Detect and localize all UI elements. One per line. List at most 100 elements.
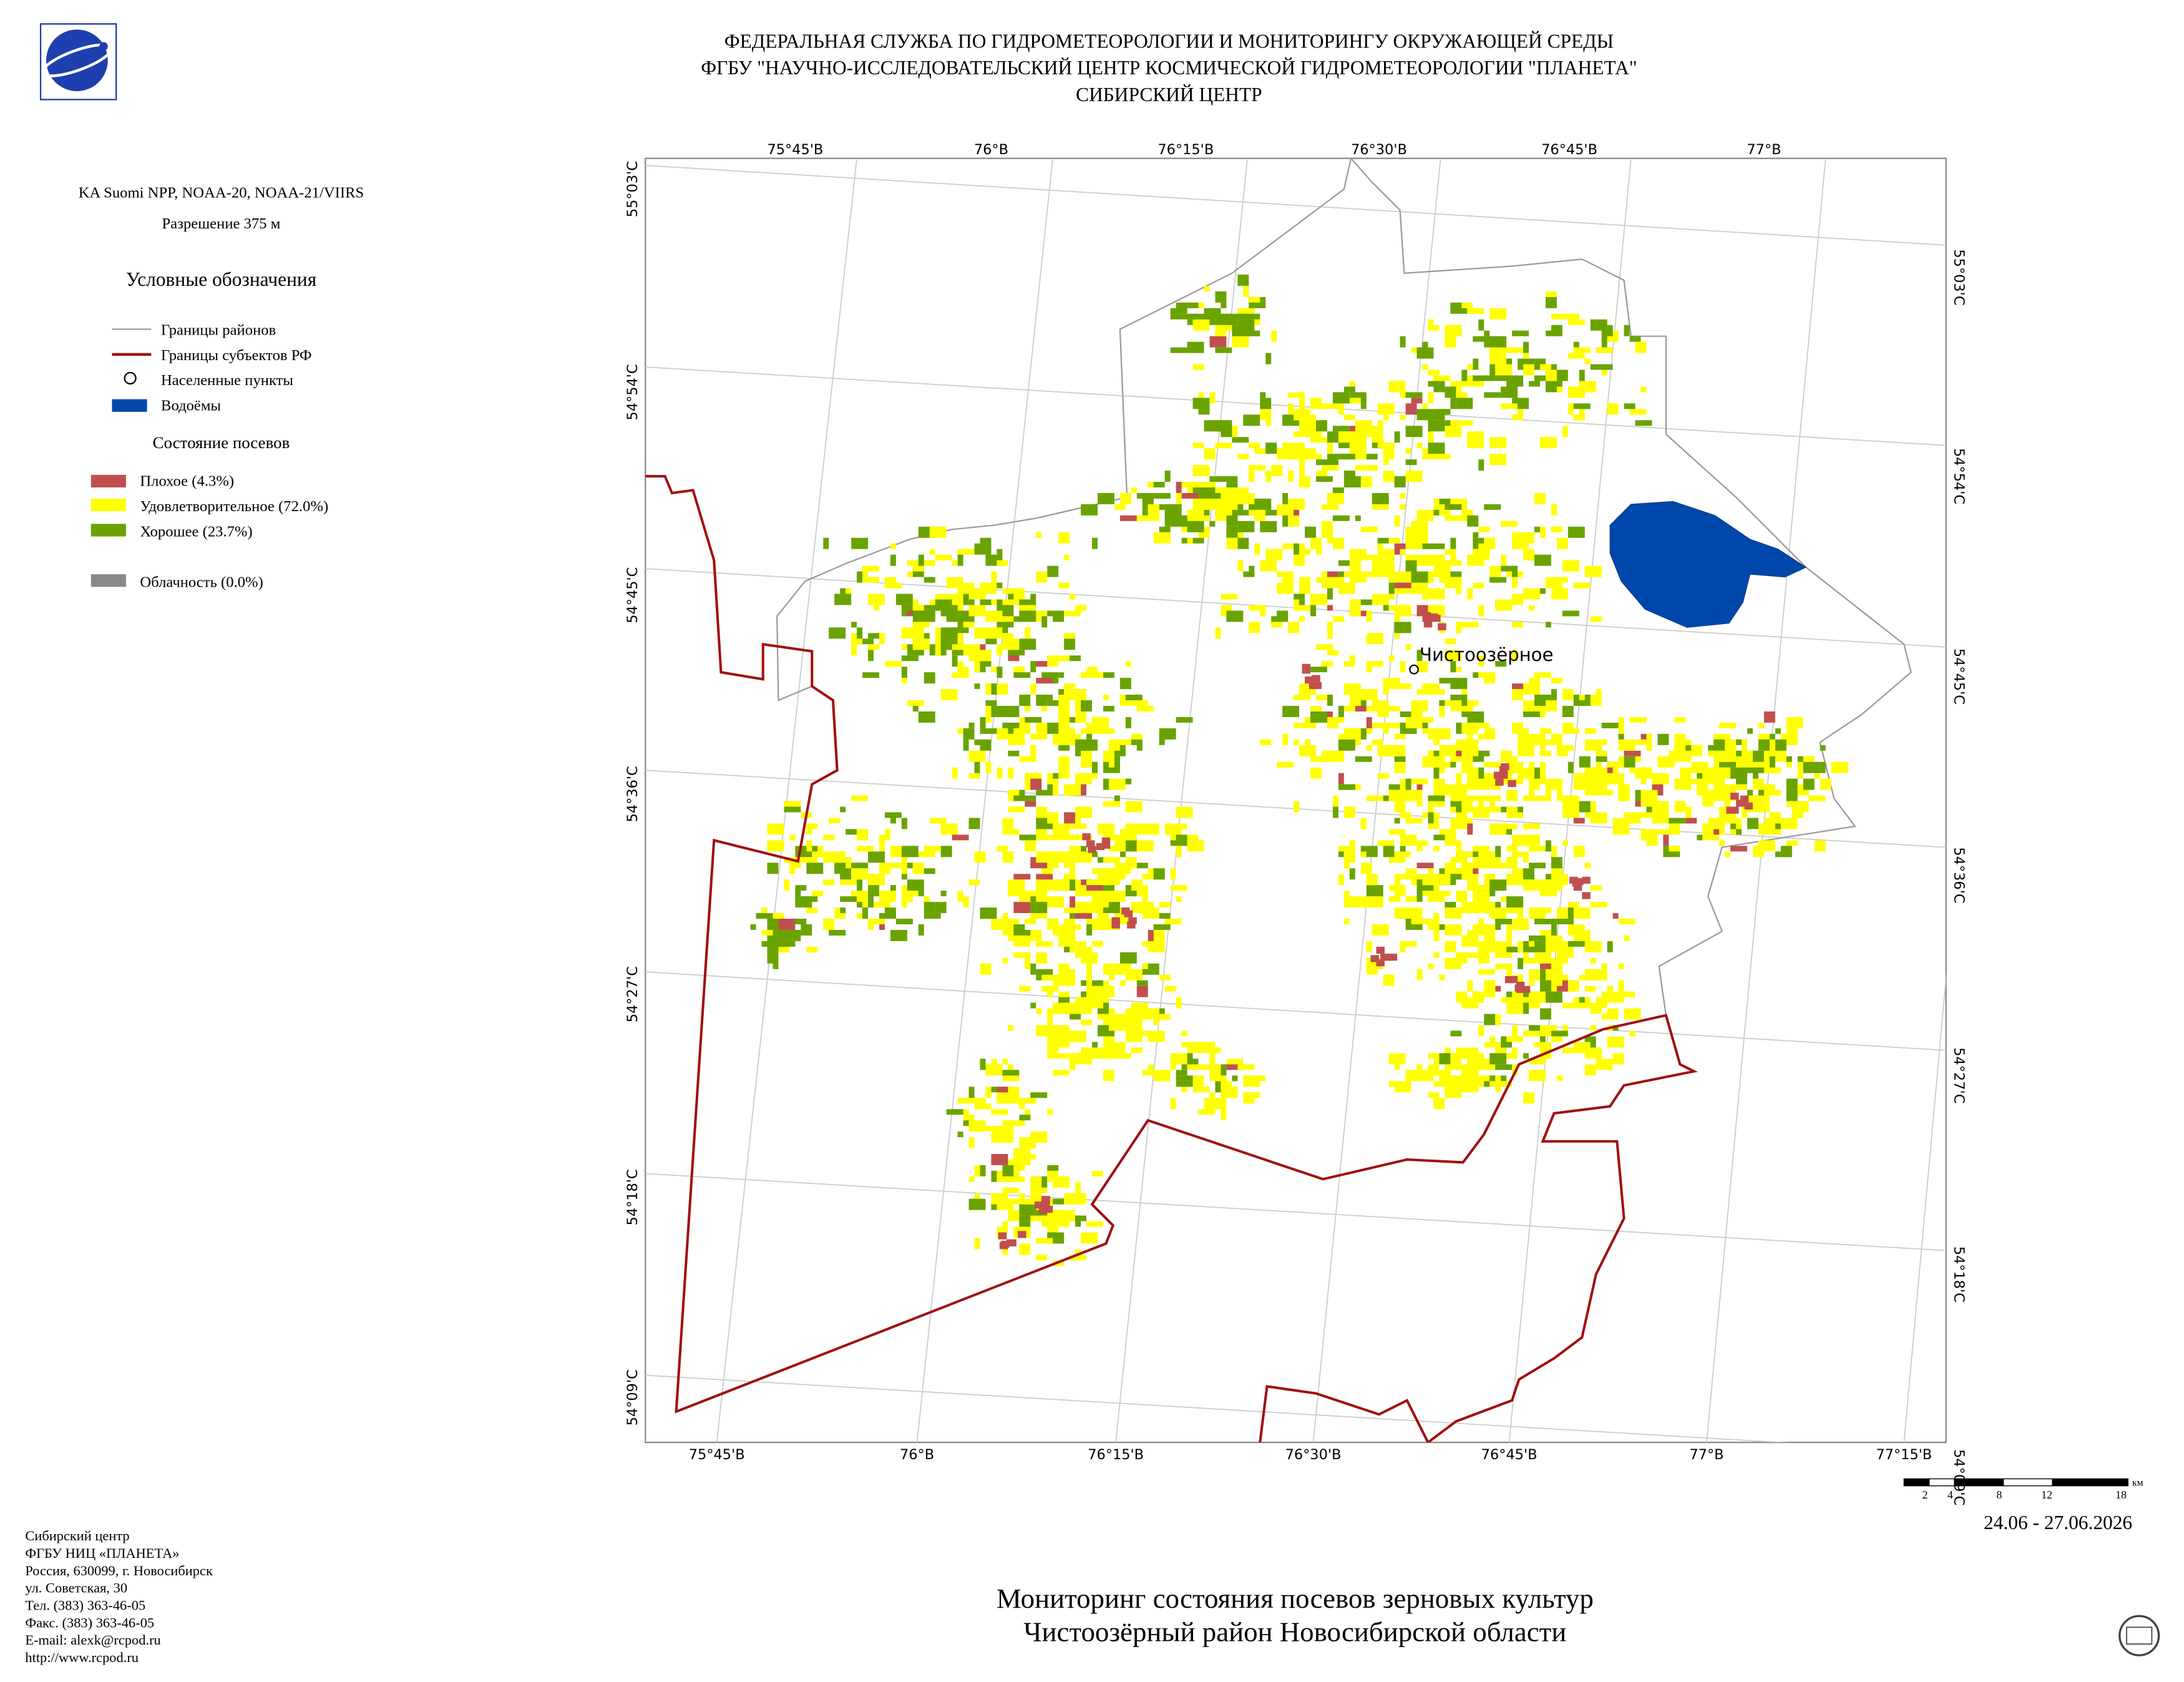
crop-pixel <box>1226 537 1238 549</box>
crop-pixel <box>1674 778 1692 790</box>
crop-pixel <box>1226 504 1244 510</box>
crop-pixel <box>1025 627 1031 639</box>
crop-pixel <box>1086 963 1092 975</box>
crop-pixel <box>1775 728 1781 734</box>
crop-pixel <box>1164 919 1182 924</box>
crop-pixel <box>1523 1053 1529 1059</box>
crop-pixel <box>1282 705 1300 717</box>
crop-pixel <box>1159 1014 1171 1020</box>
crop-pixel <box>1075 1002 1092 1014</box>
crop-pixel <box>1506 790 1518 801</box>
crop-pixel <box>1086 722 1103 734</box>
crop-pixel <box>1473 1053 1484 1059</box>
crop-pixel <box>1103 705 1114 711</box>
crop-pixel <box>868 851 885 863</box>
crop-pixel <box>1366 941 1372 952</box>
crop-pixel <box>1271 465 1283 477</box>
crop-pixel <box>1058 767 1070 779</box>
crop-pixel <box>1321 465 1338 471</box>
crop-pixel <box>1366 610 1372 622</box>
crop-pixel <box>1567 761 1574 773</box>
crop-pixel <box>851 537 869 549</box>
crop-pixel <box>1590 801 1596 813</box>
crop-pixel <box>1495 919 1513 924</box>
crop-pixel <box>1556 1075 1562 1082</box>
crop-pixel <box>1025 957 1031 969</box>
crop-pixel <box>1349 398 1361 404</box>
crop-pixel <box>1584 812 1602 818</box>
crop-pixel <box>968 1120 986 1127</box>
crop-pixel <box>1108 1019 1126 1031</box>
crop-pixel <box>1596 750 1607 756</box>
crop-pixel <box>1539 929 1551 936</box>
crop-pixel <box>1551 678 1562 684</box>
crop-pixel <box>1136 863 1148 869</box>
crop-pixel <box>1702 784 1709 790</box>
crop-pixel <box>1489 358 1501 364</box>
crop-pixel <box>1030 594 1036 605</box>
crop-pixel <box>1376 959 1385 967</box>
crop-pixel <box>1416 846 1423 852</box>
crop-pixel <box>1432 615 1441 622</box>
crop-pixel <box>1473 532 1479 538</box>
crop-pixel <box>1226 1064 1244 1070</box>
crop-pixel <box>940 638 952 650</box>
crop-pixel <box>1456 420 1473 426</box>
crop-pixel <box>963 739 969 751</box>
crop-pixel <box>1125 840 1137 852</box>
crop-pixel <box>1075 1030 1087 1042</box>
crop-pixel <box>1518 767 1529 779</box>
crop-pixel <box>1484 504 1501 510</box>
crop-pixel <box>957 661 963 673</box>
crop-pixel <box>1624 812 1641 824</box>
crop-pixel <box>1282 543 1300 549</box>
crop-pixel <box>1019 790 1025 796</box>
crop-pixel <box>1618 919 1636 924</box>
crop-pixel <box>1433 784 1451 796</box>
crop-pixel <box>890 543 896 549</box>
crop-pixel <box>1221 594 1238 600</box>
date: 24.06 - 27.06.2026 <box>1984 1512 2132 1533</box>
crop-pixel <box>1624 325 1630 336</box>
crop-pixel <box>1265 498 1272 510</box>
crop-pixel <box>1433 543 1445 549</box>
crop-pixel <box>1159 913 1171 919</box>
contact-line: Россия, 630099, г. Новосибирск <box>25 1563 213 1578</box>
scale-label: 2 <box>1922 1489 1928 1501</box>
crop-pixel <box>1797 767 1803 779</box>
crop-pixel <box>1579 801 1591 813</box>
crop-pixel <box>1400 834 1417 846</box>
crop-pixel <box>1254 313 1260 320</box>
crop-pixel <box>1047 1165 1059 1171</box>
crop-pixel <box>1763 829 1781 835</box>
crop-pixel <box>1294 543 1300 555</box>
crop-pixel <box>1556 790 1562 801</box>
crop-pixel <box>1428 1092 1440 1098</box>
crop-pixel <box>1579 997 1585 1003</box>
crop-pixel <box>974 851 986 863</box>
crop-pixel <box>1456 851 1473 858</box>
crop-pixel <box>963 622 969 628</box>
crop-pixel <box>1484 1042 1496 1048</box>
crop-pixel <box>1226 313 1238 325</box>
crop-pixel <box>1657 829 1669 835</box>
crop-pixel <box>1125 1019 1143 1031</box>
crop-pixel <box>1209 1092 1216 1098</box>
crop-pixel <box>1428 795 1445 801</box>
crop-pixel <box>1445 902 1456 908</box>
crop-pixel <box>1053 733 1070 745</box>
crop-pixel <box>1036 913 1048 919</box>
crop-pixel <box>1360 476 1372 487</box>
crop-pixel <box>1663 834 1669 846</box>
crop-pixel <box>1518 907 1524 919</box>
crop-pixel <box>1254 543 1260 555</box>
crop-pixel <box>1086 1221 1103 1227</box>
crop-pixel <box>1349 868 1355 880</box>
crop-pixel <box>1388 1053 1395 1065</box>
crop-pixel <box>1221 302 1227 308</box>
crop-pixel <box>1064 1002 1076 1009</box>
crop-pixel <box>1030 963 1036 975</box>
crop-pixel <box>1573 846 1585 858</box>
crop-pixel <box>1539 980 1551 992</box>
crop-pixel <box>1086 924 1092 936</box>
